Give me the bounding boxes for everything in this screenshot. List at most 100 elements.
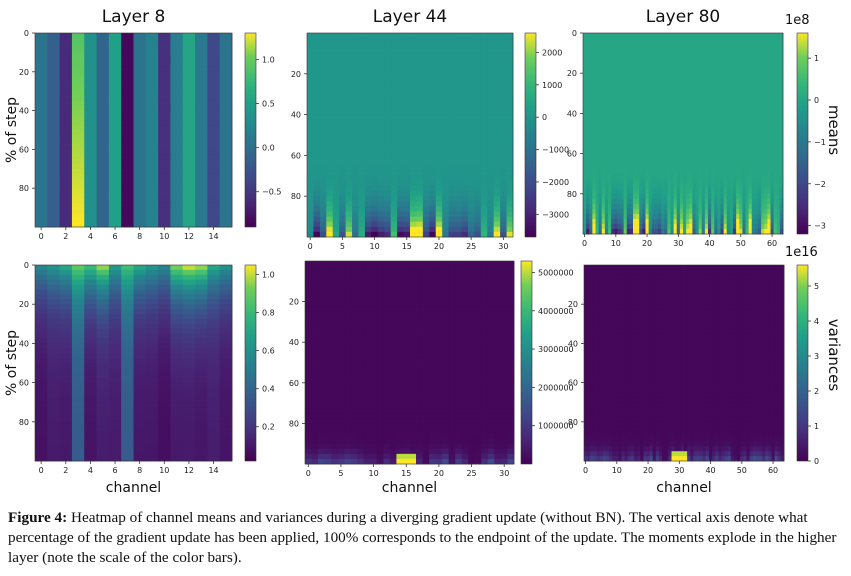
heatmap-cell: [319, 160, 327, 166]
heatmap-cell: [717, 118, 721, 124]
heatmap-cell: [455, 63, 462, 70]
heatmap-cell: [35, 265, 48, 271]
heatmap-cell: [480, 206, 488, 212]
heatmap-cell: [589, 188, 593, 195]
heatmap-cell: [493, 140, 501, 146]
heatmap-cell: [711, 188, 715, 195]
heatmap-cell: [633, 193, 637, 200]
heatmap-cell: [670, 108, 675, 114]
heatmap-cell: [313, 191, 321, 197]
heatmap-cell: [108, 52, 122, 58]
heatmap-cell: [170, 173, 184, 179]
heatmap-cell: [698, 48, 703, 54]
heatmap-cell: [679, 183, 684, 190]
heatmap-cell: [403, 119, 411, 126]
heatmap-cell: [35, 149, 48, 155]
heatmap-cell: [319, 124, 327, 131]
heatmap-cell: [626, 198, 631, 205]
heatmap-cell: [397, 186, 404, 192]
heatmap-cell: [121, 353, 134, 359]
heatmap-cell: [59, 207, 73, 213]
heatmap-cell: [182, 168, 196, 175]
heatmap-cell: [639, 193, 643, 200]
heatmap-cell: [692, 193, 696, 200]
heatmap-cell: [708, 53, 712, 59]
heatmap-cell: [364, 38, 372, 44]
heatmap-cell: [726, 93, 731, 99]
heatmap-cell: [636, 133, 640, 139]
heatmap-cell: [133, 212, 147, 218]
heatmap-cell: [493, 114, 501, 121]
heatmap-cell: [617, 33, 621, 39]
heatmap-cell: [71, 66, 85, 73]
heatmap-cell: [583, 118, 587, 124]
heatmap-cell: [429, 216, 437, 223]
heatmap-cell: [319, 53, 327, 59]
heatmap-cell: [595, 163, 600, 170]
heatmap-cell: [742, 133, 746, 139]
heatmap-cell: [667, 98, 671, 104]
heatmap-cell: [84, 289, 97, 295]
heatmap-cell: [410, 109, 417, 115]
heatmap-cell: [96, 426, 110, 432]
heatmap-cell: [589, 183, 593, 190]
heatmap-cell: [592, 98, 596, 104]
heatmap-cell: [397, 140, 404, 146]
heatmap-cell: [601, 193, 606, 200]
heatmap-cell: [604, 128, 609, 134]
heatmap-cell: [673, 43, 678, 49]
heatmap-cell: [592, 168, 596, 175]
heatmap-cell: [390, 145, 398, 151]
heatmap-cell: [307, 89, 314, 95]
heatmap-cell: [108, 66, 122, 73]
heatmap-cell: [617, 83, 621, 89]
heatmap-cell: [384, 155, 392, 161]
heatmap-cell: [345, 175, 353, 182]
heatmap-cell: [371, 58, 379, 64]
heatmap-cell: [397, 99, 404, 105]
heatmap-cell: [586, 168, 590, 175]
heatmap-cell: [467, 94, 475, 100]
heatmap-cell: [207, 217, 221, 223]
heatmap-cell: [422, 196, 430, 202]
heatmap-cell: [733, 43, 737, 49]
heatmap-cell: [133, 197, 147, 204]
heatmap-cell: [96, 348, 110, 354]
heatmap-cell: [182, 154, 196, 160]
heatmap-cell: [448, 53, 456, 59]
heatmap-cell: [695, 203, 700, 210]
heatmap-cell: [751, 193, 756, 200]
heatmap-cell: [742, 63, 746, 69]
heatmap-cell: [493, 221, 501, 228]
heatmap-cell: [592, 88, 596, 94]
heatmap-cell: [592, 48, 596, 54]
heatmap-cell: [35, 33, 48, 39]
heatmap-cell: [500, 196, 507, 202]
heatmap-cell: [313, 150, 321, 156]
heatmap-cell: [467, 175, 475, 182]
heatmap-cell: [714, 83, 718, 89]
heatmap-cell: [384, 135, 392, 141]
heatmap-cell: [595, 33, 600, 39]
heatmap-cell: [326, 165, 334, 172]
heatmap-cell: [410, 73, 417, 80]
heatmap-cell: [626, 168, 631, 175]
heatmap-cell: [751, 83, 756, 89]
heatmap-cell: [364, 109, 372, 115]
heatmap-cell: [704, 188, 709, 195]
heatmap-cell: [474, 124, 482, 131]
heatmap-cell: [592, 218, 596, 225]
heatmap-cell: [47, 212, 61, 218]
heatmap-cell: [708, 43, 712, 49]
heatmap-cell: [642, 198, 646, 205]
heatmap-cell: [35, 377, 48, 383]
heatmap-cell: [714, 123, 718, 129]
heatmap-cell: [776, 178, 781, 185]
heatmap-cell: [195, 100, 208, 107]
heatmap-cell: [364, 68, 372, 75]
plot-frame: [34, 32, 233, 228]
heatmap-cell: [611, 38, 615, 44]
heatmap-cell: [714, 88, 718, 94]
heatmap-cell: [377, 191, 385, 197]
heatmap-cell: [658, 38, 662, 44]
